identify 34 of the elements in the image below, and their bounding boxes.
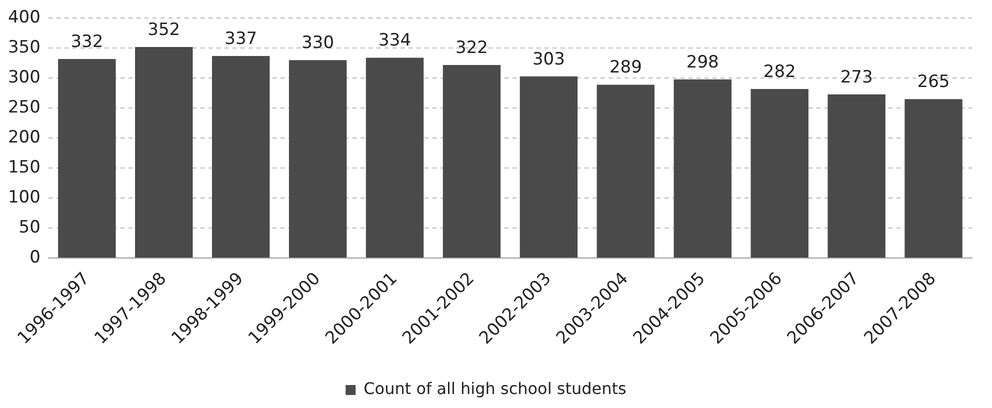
data-label: 289 [609,58,642,78]
data-label: 352 [148,20,180,40]
bar [58,58,116,258]
bar [596,84,655,258]
data-label: 298 [686,52,719,72]
y-tick-label: 150 [8,158,40,178]
y-tick-label: 0 [30,247,40,268]
bar [442,64,501,258]
data-label: 337 [224,28,258,49]
y-tick-label: 300 [8,68,40,88]
data-label: 330 [302,33,334,54]
bar [212,56,270,258]
bar [288,60,347,258]
data-label: 332 [70,32,104,52]
bar [135,46,193,258]
data-label: 334 [378,30,412,51]
data-label: 322 [456,38,488,58]
bar [366,58,424,258]
y-tick-label: 200 [8,128,40,148]
y-tick-label: 400 [8,8,40,28]
bar [520,76,578,258]
data-label: 282 [763,62,796,82]
data-label: 303 [532,49,565,70]
data-label: 265 [917,72,950,92]
bar [904,99,962,258]
y-tick-label: 50 [18,217,40,238]
legend-label: Count of all high school students [364,379,626,398]
y-tick-label: 250 [8,98,40,118]
y-tick-label: 350 [8,38,40,58]
bar [674,79,732,258]
data-label: 273 [840,67,873,88]
bar [828,94,886,258]
y-tick-label: 100 [8,188,40,208]
bar [750,88,808,258]
